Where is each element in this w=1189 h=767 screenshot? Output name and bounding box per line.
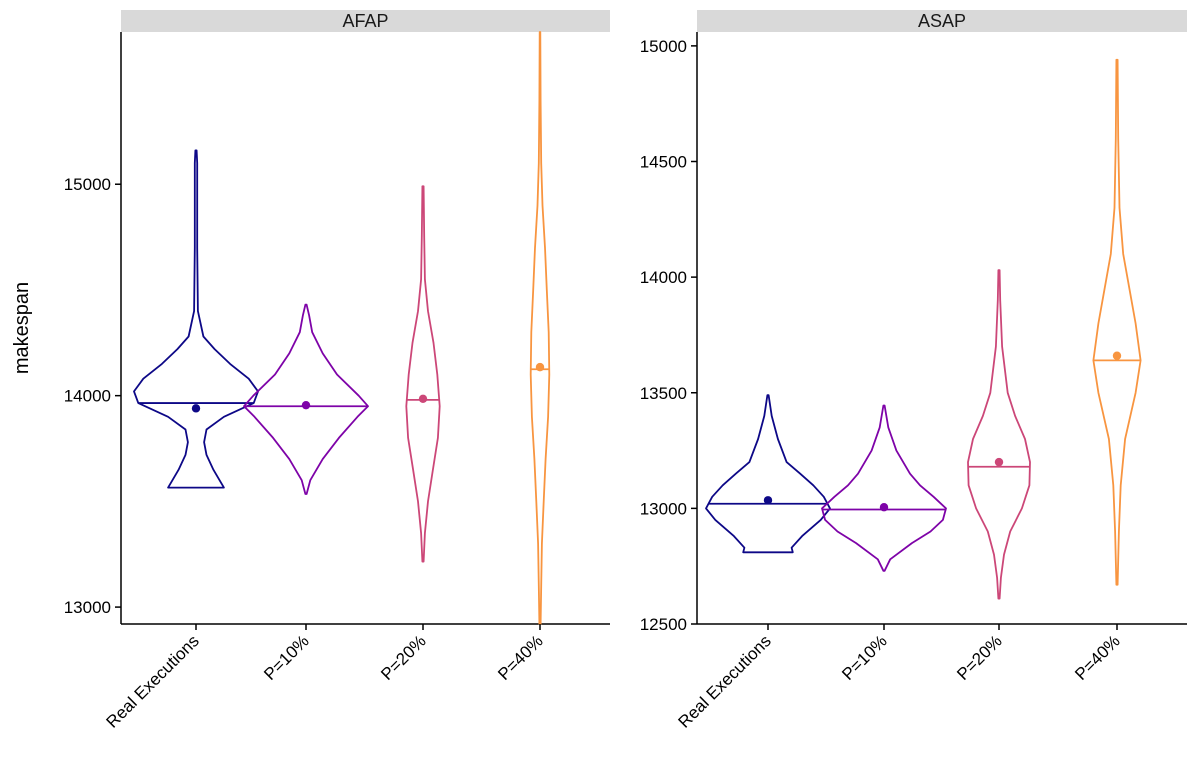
violin-shape xyxy=(243,303,369,495)
violin-mean-point xyxy=(191,404,201,413)
violin-mean-point xyxy=(879,503,889,512)
violin-mean-point xyxy=(535,362,545,372)
x-tick-label: P=40% xyxy=(1071,631,1124,684)
x-tick-label: P=10% xyxy=(838,631,891,684)
y-tick-label: 14000 xyxy=(64,387,111,406)
violin-shape xyxy=(133,149,259,489)
y-tick-label: 13000 xyxy=(640,499,687,518)
panel-strip xyxy=(121,10,610,32)
panel-strip xyxy=(697,10,1187,32)
violin-mean-point xyxy=(301,400,311,410)
violin-mean-point xyxy=(418,394,428,404)
y-tick-label: 14500 xyxy=(640,153,687,172)
panel-asap: ASAP 12500 13000 13500 14000 14500 15000 Real E… xyxy=(640,10,1187,732)
violin-mean-point xyxy=(994,457,1004,467)
violin-shape xyxy=(967,269,1031,600)
x-tick-label: P=10% xyxy=(260,631,313,684)
x-tick-label: Real Executions xyxy=(675,631,775,731)
violin-shape xyxy=(1092,58,1142,586)
y-tick-label: 15000 xyxy=(64,175,111,194)
x-tick-label: Real Executions xyxy=(103,631,203,731)
y-tick-label: 12500 xyxy=(640,615,687,634)
violin-shape xyxy=(405,185,441,563)
violin-shape xyxy=(705,394,831,554)
y-tick-label: 15000 xyxy=(640,37,687,56)
x-tick-label: P=40% xyxy=(494,631,547,684)
y-axis-label: makespan xyxy=(11,282,33,374)
violin-shape xyxy=(529,31,551,625)
violin-mean-point xyxy=(763,496,773,505)
y-tick-label: 13500 xyxy=(640,384,687,403)
x-tick-label: P=20% xyxy=(953,631,1006,684)
panel-title: ASAP xyxy=(918,11,966,31)
panel-afap: AFAP 13000 14000 15000 Real Executions P=10% P… xyxy=(64,10,610,732)
violin-shape xyxy=(821,404,947,572)
panel-title: AFAP xyxy=(342,11,388,31)
violin-mean-point xyxy=(1112,351,1122,360)
x-tick-label: P=20% xyxy=(377,631,430,684)
y-tick-label: 13000 xyxy=(64,598,111,617)
y-tick-label: 14000 xyxy=(640,268,687,287)
